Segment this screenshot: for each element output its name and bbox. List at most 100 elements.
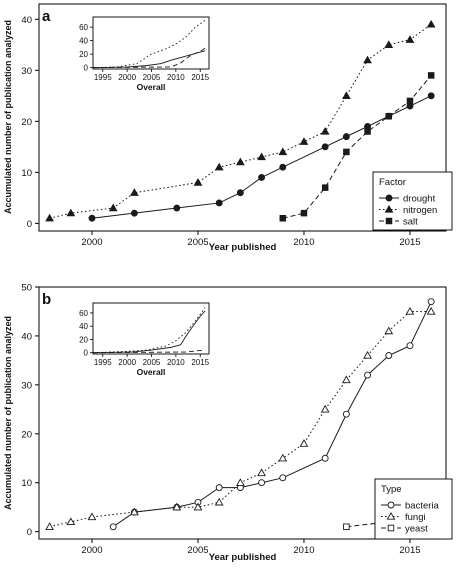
x-axis-label: Year published — [209, 552, 277, 563]
x-tick-label: 2005 — [187, 545, 208, 556]
inset-chart: 1995 2000 2005 2010 2015 0 20 40 60 Overall — [79, 302, 210, 377]
series-line-nitrogen — [49, 23, 432, 219]
data-point-fungi — [405, 306, 415, 315]
data-point-fungi — [341, 375, 351, 384]
series-line-salt — [282, 75, 432, 219]
data-point-salt — [343, 148, 350, 156]
data-point-fungi — [278, 453, 288, 462]
data-point-bacteria — [406, 342, 414, 350]
inset-frame — [92, 16, 210, 70]
series-line-bacteria — [112, 301, 432, 528]
inset-x-tick-label: 2015 — [191, 73, 209, 82]
x-tick-label: 2000 — [81, 237, 102, 248]
data-point-nitrogen — [45, 213, 54, 222]
legend-label-drought: drought — [403, 194, 436, 205]
inset-series-line-salt — [92, 47, 206, 69]
data-point-drought — [88, 214, 96, 222]
series-fungi — [45, 306, 436, 530]
inset-y-tick-label: 40 — [79, 322, 88, 331]
chart-panel-a: 2000 2005 2010 2015 0 10 20 30 40 Year published A… — [3, 3, 453, 253]
data-point-nitrogen — [405, 35, 415, 43]
data-point-fungi — [130, 507, 139, 516]
y-tick-label: 40 — [21, 15, 32, 26]
inset-x-tick-label: 2000 — [118, 358, 136, 367]
y-tick-label: 0 — [27, 219, 32, 230]
data-point-nitrogen — [299, 137, 309, 145]
panel-label: a — [42, 8, 51, 25]
inset-title: Overall — [137, 82, 166, 92]
data-point-bacteria — [258, 479, 266, 487]
data-point-nitrogen — [320, 127, 330, 135]
data-point-bacteria — [364, 371, 372, 379]
y-tick-label: 10 — [21, 168, 32, 179]
legend-label-bacteria: bacteria — [405, 501, 440, 512]
y-tick-label: 10 — [21, 478, 32, 489]
x-tick-label: 2000 — [81, 545, 102, 556]
x-axis-label: Year published — [209, 242, 277, 253]
data-point-salt — [427, 72, 435, 79]
data-point-fungi — [87, 512, 97, 521]
inset-frame — [92, 302, 210, 355]
data-point-salt — [300, 209, 308, 217]
legend-label-nitrogen: nitrogen — [403, 205, 437, 216]
data-point-fungi — [257, 468, 266, 477]
legend-marker-drought — [385, 194, 393, 202]
legend-title: Factor — [379, 177, 406, 188]
inset-series-line-nitrogen — [92, 20, 206, 69]
inset-y-tick-label: 0 — [84, 64, 89, 73]
inset-x-tick-label: 1995 — [94, 73, 112, 82]
data-point-salt — [279, 214, 287, 222]
data-point-salt — [406, 97, 414, 105]
inset-y-tick-label: 20 — [79, 50, 88, 59]
x-tick-label: 2010 — [293, 545, 314, 556]
inset-x-tick-label: 2015 — [191, 358, 209, 367]
data-point-fungi — [66, 517, 76, 526]
data-point-yeast — [343, 523, 350, 531]
data-point-fungi — [193, 502, 203, 511]
y-tick-label: 20 — [21, 429, 32, 440]
legend-marker-salt — [385, 217, 393, 225]
data-point-bacteria — [342, 410, 350, 418]
data-point-salt — [321, 184, 329, 191]
y-tick-label: 30 — [21, 380, 32, 391]
data-point-drought — [258, 173, 266, 181]
legend-label-yeast: yeast — [405, 524, 428, 535]
inset-x-tick-label: 2000 — [118, 73, 136, 82]
x-tick-label: 2010 — [293, 237, 314, 248]
legend-marker-fungi — [386, 511, 396, 520]
data-point-bacteria — [385, 352, 393, 359]
data-point-nitrogen — [278, 147, 288, 156]
inset-series-line-bacteria — [92, 310, 206, 354]
data-point-fungi — [45, 522, 54, 530]
data-point-nitrogen — [341, 91, 351, 99]
legend-label-salt: salt — [403, 217, 418, 228]
data-point-nitrogen — [214, 162, 224, 171]
data-point-nitrogen — [384, 40, 394, 48]
data-point-drought — [427, 92, 435, 100]
data-point-drought — [342, 133, 350, 141]
x-tick-label: 2005 — [187, 237, 208, 248]
legend-label-fungi: fungi — [405, 512, 426, 523]
data-point-nitrogen — [236, 157, 245, 166]
data-point-fungi — [363, 350, 372, 359]
legend-title: Type — [381, 484, 402, 495]
y-tick-label: 50 — [21, 283, 32, 294]
data-point-drought — [130, 209, 138, 217]
inset-x-tick-label: 2005 — [143, 358, 161, 367]
y-tick-label: 0 — [27, 527, 32, 538]
legend-marker-nitrogen — [384, 204, 394, 213]
inset-y-tick-label: 40 — [79, 37, 88, 46]
data-point-bacteria — [215, 484, 223, 492]
y-tick-label: 30 — [21, 66, 32, 77]
series-salt — [279, 72, 435, 222]
inset-y-tick-label: 0 — [84, 349, 89, 358]
inset-series-line-yeast — [92, 349, 206, 354]
data-point-fungi — [320, 404, 330, 413]
data-point-bacteria — [109, 523, 117, 531]
y-tick-label: 40 — [21, 331, 32, 342]
data-point-drought — [321, 143, 329, 151]
plot-frame — [38, 286, 447, 540]
